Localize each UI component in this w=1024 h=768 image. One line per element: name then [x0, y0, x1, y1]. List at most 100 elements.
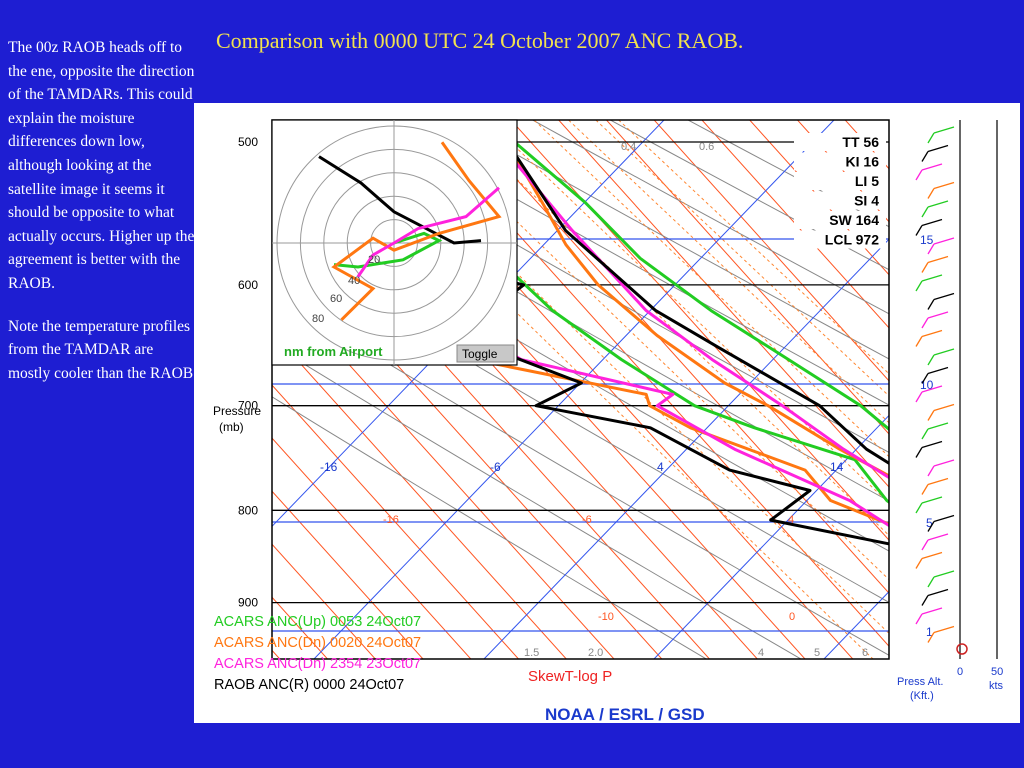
note-paragraph-1: The 00z RAOB heads off to the ene, oppos… — [8, 39, 195, 292]
wind-barb — [933, 459, 955, 467]
skewt-figure: 20 40 60 80 nm from Airport Toggle 500 600 700 8… — [194, 103, 1020, 723]
dry-adiabat-line — [272, 195, 889, 552]
hodograph-track — [333, 231, 443, 269]
wind-barb — [921, 539, 929, 551]
mixing-ratio-label: 1.5 — [524, 647, 539, 659]
wind-barb — [915, 169, 923, 181]
wind-barb — [921, 373, 929, 384]
index-bg — [794, 152, 886, 171]
pressure-tick-label: 500 — [238, 135, 258, 149]
wind-barb — [927, 477, 949, 486]
isotherm-line — [272, 543, 376, 659]
wind-barb — [921, 551, 943, 560]
mixing-ratio-line — [617, 120, 889, 375]
wind-barb — [933, 570, 955, 578]
temperature-label: -10 — [598, 611, 614, 623]
wind-barb — [927, 632, 935, 643]
mixing-ratio-line — [567, 120, 889, 424]
chart-title: SkewT-log P — [528, 668, 612, 685]
hodograph-range-label: 20 — [368, 254, 380, 266]
isotherm-line — [981, 103, 1020, 685]
index-bg — [794, 230, 886, 249]
isotherm-line — [557, 120, 889, 488]
mixing-ratio-line — [486, 120, 889, 504]
wind-barb — [915, 336, 923, 347]
isotherm-line — [194, 103, 208, 685]
isotherm-line — [272, 490, 424, 659]
plot-frame — [271, 119, 890, 660]
dry-adiabat-line — [272, 343, 802, 659]
stability-index: SW 164 — [829, 212, 879, 228]
dry-adiabat-line — [686, 120, 889, 228]
mixing-ratio-label: 5 — [814, 647, 820, 659]
wind-barb — [921, 440, 943, 449]
mixing-ratio-label: 4 — [758, 647, 764, 659]
wind-barb — [921, 218, 943, 227]
temperature-label: 0 — [789, 611, 795, 623]
wind-barb — [927, 311, 949, 319]
isotherm-line — [653, 120, 889, 382]
wind-barb — [927, 588, 949, 597]
height-level-label: 1 — [926, 625, 933, 639]
height-temp-line — [994, 120, 1020, 659]
wind-barb — [933, 181, 955, 190]
toggle-button[interactable]: Toggle — [462, 347, 498, 361]
wind-barb — [921, 385, 943, 393]
dry-adiabat-line — [531, 120, 889, 315]
wind-axis-unit: (Kft.) — [910, 690, 934, 702]
wind-barb — [921, 595, 929, 606]
wind-barb — [927, 521, 935, 532]
temperature-label: -6 — [582, 514, 592, 526]
wind-barb — [915, 558, 923, 569]
wind-barb — [927, 200, 949, 208]
pressure-tick-label: 800 — [238, 503, 258, 517]
mixing-ratio-label: 6 — [862, 647, 868, 659]
chart-footer: NOAA / ESRL / GSD — [545, 705, 705, 723]
mixing-ratio-line — [595, 120, 889, 397]
wind-barb — [921, 151, 929, 162]
pressure-tick-label: 600 — [238, 278, 258, 292]
dry-adiabat-line — [272, 243, 889, 603]
sounding-temp-line — [497, 141, 889, 480]
hodograph-range-label: 40 — [348, 275, 360, 287]
wind-barb — [927, 422, 949, 430]
wind-barb — [915, 502, 923, 514]
wind-speed-tick: 0 — [957, 666, 963, 678]
wind-barb — [915, 280, 923, 292]
wind-barb — [927, 188, 935, 199]
y-axis-unit: (mb) — [219, 420, 244, 434]
legend-entry: ACARS ANC(Up) 0053 24Oct07 — [214, 614, 421, 630]
isotherm-line — [272, 437, 472, 659]
sounding-temp-line — [505, 141, 889, 466]
wind-barb — [927, 410, 935, 421]
wind-barb — [933, 126, 955, 134]
wind-barb — [927, 255, 949, 264]
wind-barb — [915, 613, 923, 625]
wind-barb — [927, 533, 949, 541]
wind-barb — [921, 484, 929, 495]
isotherm-label: -6 — [490, 460, 501, 474]
isotherm-label: 4 — [657, 460, 664, 474]
hodograph-grid — [272, 120, 517, 365]
toggle-button-bg — [456, 344, 515, 363]
hodograph-track — [318, 155, 482, 245]
wind-barb — [927, 299, 935, 310]
wind-barb — [921, 607, 943, 615]
wind-barb — [921, 317, 929, 329]
height-temp-line — [313, 120, 835, 659]
pressure-tick-label: 700 — [238, 399, 258, 413]
hodograph-caption: nm from Airport — [284, 344, 383, 359]
dry-adiabat-line — [453, 120, 889, 360]
wind-barb — [933, 237, 955, 245]
temperature-label: 4 — [788, 514, 794, 526]
height-temp-line — [653, 414, 889, 659]
dry-adiabat-line — [272, 396, 708, 659]
slide-title: Comparison with 0000 UTC 24 October 2007… — [216, 28, 744, 53]
index-bg — [794, 211, 886, 229]
isotherm-line — [933, 103, 1020, 685]
isotherm-line — [414, 120, 889, 647]
wind-barb — [921, 262, 929, 273]
isotherm-line — [462, 120, 889, 594]
stability-index: TT 56 — [842, 134, 879, 150]
